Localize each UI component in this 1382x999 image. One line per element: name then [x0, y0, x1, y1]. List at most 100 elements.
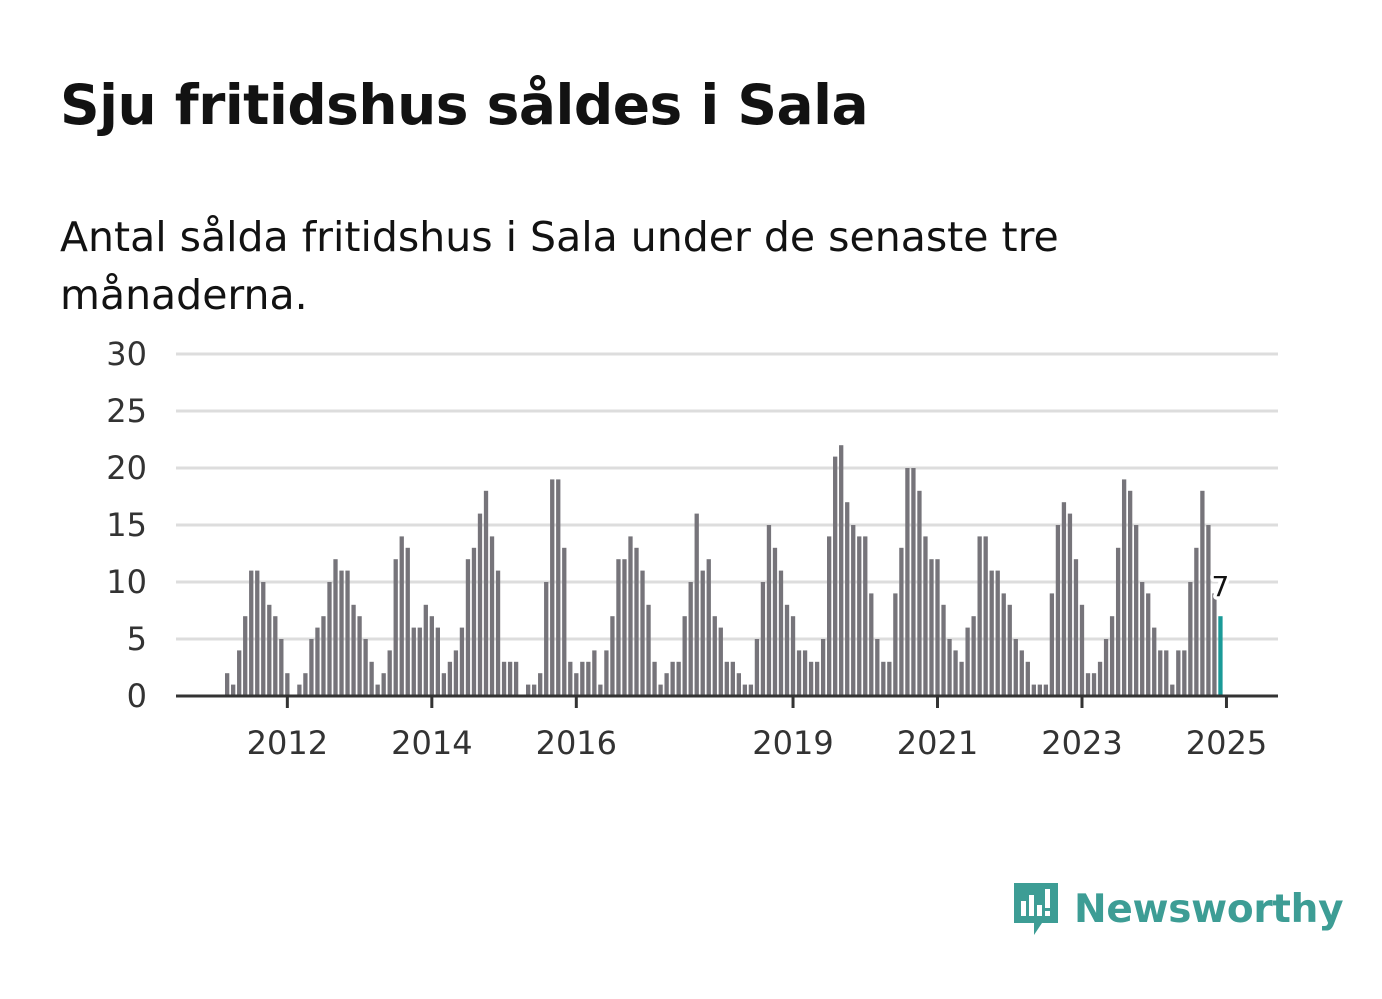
bar	[833, 456, 838, 696]
bar	[1043, 684, 1049, 696]
bar	[495, 570, 501, 696]
bar	[1152, 627, 1157, 696]
bar	[345, 570, 350, 696]
bar	[255, 570, 260, 696]
bar	[1037, 684, 1042, 696]
bar	[736, 673, 741, 696]
bar	[1091, 673, 1097, 696]
bar	[261, 582, 266, 696]
bar	[971, 616, 976, 696]
bar	[477, 513, 483, 696]
bar	[574, 673, 579, 696]
bar	[562, 547, 567, 696]
x-tick-label: 2021	[897, 724, 978, 762]
bar	[977, 536, 982, 696]
bar	[1085, 673, 1091, 696]
latest-value-label: 7	[1212, 570, 1230, 603]
bar	[724, 661, 729, 696]
y-tick-label: 5	[127, 620, 147, 658]
bar	[526, 684, 531, 696]
bar	[1140, 582, 1145, 696]
bar	[1055, 525, 1061, 696]
bar	[887, 661, 892, 696]
bar	[820, 639, 826, 696]
bar	[881, 661, 886, 696]
bar	[754, 639, 760, 696]
bar	[285, 673, 290, 696]
bar	[778, 570, 784, 696]
bar	[664, 673, 669, 696]
bar	[309, 639, 314, 696]
bar	[748, 684, 754, 696]
bar	[1067, 513, 1073, 696]
bar	[249, 570, 254, 696]
bar	[417, 627, 422, 696]
bar	[321, 616, 326, 696]
bar	[1182, 650, 1187, 696]
x-tick-label: 2025	[1186, 724, 1267, 762]
bar	[381, 673, 386, 696]
bar	[393, 559, 398, 696]
bar	[435, 627, 440, 696]
bar	[231, 684, 236, 696]
bar	[616, 559, 621, 696]
bar	[869, 593, 874, 696]
bar	[237, 650, 242, 696]
bar	[802, 650, 808, 696]
bar	[610, 616, 615, 696]
bar	[441, 673, 447, 696]
bar	[911, 468, 916, 696]
bar	[465, 559, 471, 696]
bar	[989, 570, 994, 696]
x-tick-label: 2019	[752, 724, 833, 762]
bar	[706, 559, 711, 696]
gridlines	[176, 352, 1278, 641]
bar	[1121, 479, 1127, 696]
bar	[929, 559, 934, 696]
bar	[1128, 490, 1133, 696]
bar	[1073, 559, 1079, 696]
bar	[814, 661, 820, 696]
y-tick-label: 20	[106, 449, 147, 487]
bar	[1200, 490, 1205, 696]
bar	[405, 547, 410, 696]
bar	[965, 627, 970, 696]
x-tick-label: 2016	[536, 724, 617, 762]
bars	[225, 445, 1223, 696]
bar	[875, 639, 880, 696]
bar	[447, 661, 453, 696]
bar	[556, 479, 561, 696]
bar	[267, 604, 272, 696]
bar	[1031, 684, 1036, 696]
bar	[423, 604, 428, 696]
bar	[333, 559, 338, 696]
bar	[827, 536, 832, 696]
bar	[682, 616, 687, 696]
bar	[279, 639, 284, 696]
bar	[851, 525, 856, 696]
bar	[1194, 547, 1199, 696]
bar	[941, 604, 946, 696]
bar	[772, 547, 778, 696]
y-tick-label: 30	[106, 335, 147, 373]
bar	[959, 661, 964, 696]
bar	[1013, 639, 1018, 696]
bar	[586, 661, 591, 696]
y-tick-label: 0	[127, 677, 147, 715]
newsworthy-logo-icon	[1014, 883, 1058, 935]
bar	[983, 536, 988, 696]
newsworthy-logo: Newsworthy	[1010, 878, 1344, 940]
bar	[628, 536, 633, 696]
bar	[712, 616, 717, 696]
bar	[694, 513, 699, 696]
bar	[899, 547, 904, 696]
bar	[857, 536, 862, 696]
bar	[399, 536, 404, 696]
bar	[658, 684, 663, 696]
chart-title: Sju fritidshus såldes i Sala	[60, 73, 869, 137]
bar	[1134, 525, 1139, 696]
bar	[1109, 616, 1115, 696]
bar	[953, 650, 958, 696]
bar	[1188, 582, 1193, 696]
